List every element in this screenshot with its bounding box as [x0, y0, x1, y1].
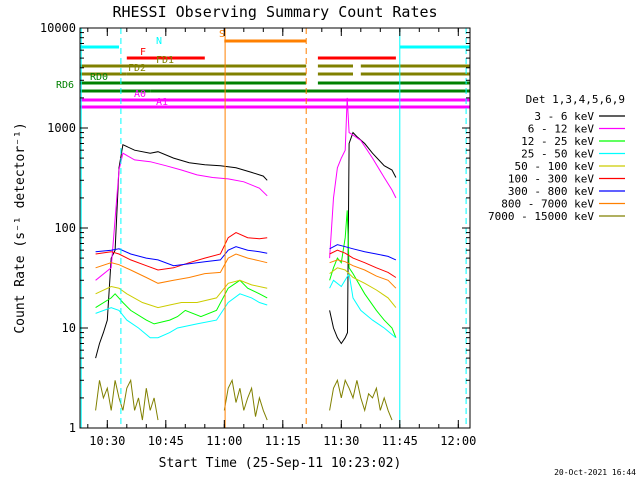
legend-label-3: 25 - 50 keV	[521, 148, 594, 161]
series-line-3-segment-1	[329, 272, 397, 339]
state-bar-label-f: F	[140, 47, 146, 58]
state-bar-label-rd0: RD0	[90, 72, 108, 83]
state-bar-label-fd2: FD2	[128, 63, 146, 74]
y-tick-label-1: 10	[62, 321, 76, 335]
x-tick-label-0: 10:30	[89, 434, 125, 448]
state-bars-group: N S F FD1 FD2 RD0 RD6 A0 A1	[56, 29, 470, 109]
axes-group: 1 10 100 1000 10000 10:30 10:45 11:00 11:15 11:30…	[40, 21, 476, 448]
x-tick-label-4: 11:30	[323, 434, 359, 448]
series-line-6-segment-1	[329, 244, 397, 261]
series-line-8-segment-2	[329, 378, 393, 421]
series-group	[95, 97, 397, 421]
series-line-0-segment-0	[95, 143, 268, 359]
series-line-7-segment-1	[329, 259, 397, 289]
y-tick-label-4: 10000	[40, 21, 76, 35]
legend-label-2: 12 - 25 keV	[521, 135, 594, 148]
legend-label-6: 300 - 800 keV	[508, 185, 594, 198]
state-bar-label-n: N	[156, 36, 162, 47]
series-line-2-segment-0	[95, 279, 268, 325]
y-tick-label-2: 100	[54, 221, 76, 235]
series-line-1-segment-0	[95, 152, 268, 281]
x-tick-label-2: 11:00	[206, 434, 242, 448]
series-line-5-segment-0	[95, 232, 268, 271]
x-tick-label-5: 11:45	[382, 434, 418, 448]
series-line-4-segment-1	[329, 267, 397, 308]
y-tick-label-0: 1	[69, 421, 76, 435]
legend-label-4: 50 - 100 keV	[515, 160, 595, 173]
state-bar-label-rd6: RD6	[56, 80, 74, 91]
legend-label-5: 100 - 300 keV	[508, 173, 594, 186]
legend-label-0: 3 - 6 keV	[534, 110, 594, 123]
legend-label-7: 800 - 7000 keV	[501, 198, 594, 211]
legend-label-1: 6 - 12 keV	[528, 123, 595, 136]
series-line-0-segment-1	[329, 131, 397, 345]
series-line-2-segment-1	[329, 210, 397, 338]
y-tick-label-3: 1000	[47, 121, 76, 135]
state-bar-label-fd1: FD1	[156, 55, 174, 66]
x-tick-label-3: 11:15	[265, 434, 301, 448]
state-bar-label-s: S	[219, 29, 225, 40]
x-tick-label-6: 12:00	[440, 434, 476, 448]
series-line-5-segment-1	[329, 249, 397, 278]
state-bar-label-a1: A1	[156, 97, 168, 108]
y-axis-label: Count Rate (s⁻¹ detector⁻¹)	[13, 122, 28, 333]
legend-title: Det 1,3,4,5,6,9	[526, 93, 625, 106]
series-line-8-segment-0	[95, 378, 159, 421]
timestamp: 20-Oct-2021 16:44	[554, 468, 636, 477]
series-line-8-segment-1	[223, 378, 268, 421]
chart-title: RHESSI Observing Summary Count Rates	[112, 3, 437, 21]
series-line-4-segment-0	[95, 279, 268, 309]
x-tick-label-1: 10:45	[148, 434, 184, 448]
series-line-3-segment-0	[95, 293, 268, 339]
series-line-6-segment-0	[95, 246, 268, 267]
legend-label-8: 7000 - 15000 keV	[488, 210, 594, 223]
series-line-7-segment-0	[95, 253, 268, 284]
series-line-1-segment-1	[329, 97, 397, 259]
x-axis-label: Start Time (25-Sep-11 10:23:02)	[159, 456, 402, 471]
state-bar-label-a0: A0	[134, 89, 146, 100]
